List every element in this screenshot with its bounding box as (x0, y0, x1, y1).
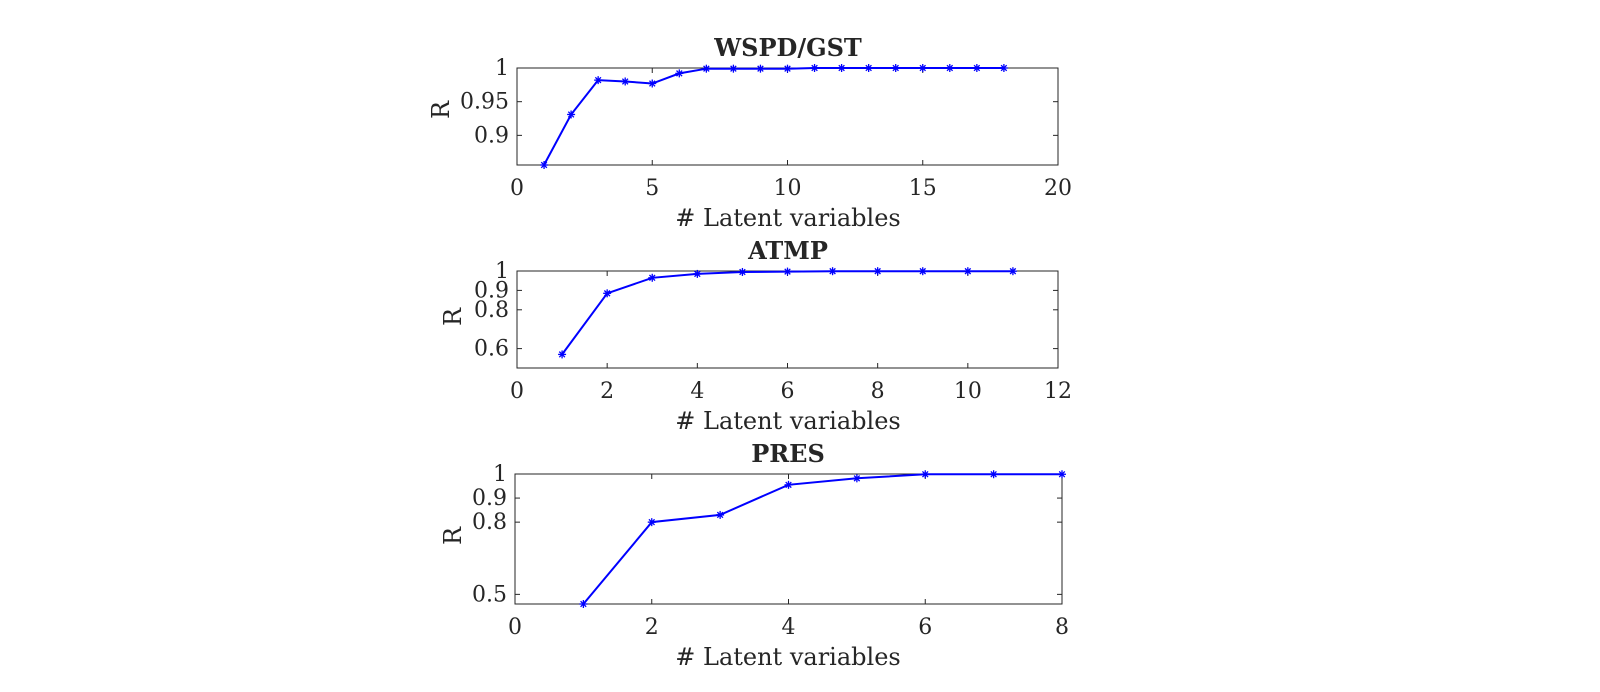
data-point (675, 69, 684, 78)
data-point (716, 510, 725, 519)
data-point (579, 600, 588, 608)
data-point (756, 64, 765, 73)
x-tick-label: 8 (1055, 615, 1069, 640)
data-point (972, 64, 981, 72)
data-point (999, 64, 1008, 72)
data-point (738, 267, 747, 276)
x-axis-label: # Latent variables (675, 204, 900, 232)
data-point (810, 64, 819, 72)
chart-panel-atmp: ATMP R # Latent variables 0 2 4 6 8 10 12 0.6 0.… (439, 236, 1072, 435)
data-point (945, 64, 954, 72)
x-axis-label: # Latent variables (675, 643, 900, 671)
series-line (582, 473, 1062, 605)
x-tick-label: 6 (781, 379, 795, 404)
y-tick-label: 0.8 (474, 298, 509, 323)
x-tick-label: 20 (1044, 176, 1072, 201)
y-tick-label: 0.9 (472, 486, 507, 511)
y-tick-label: 1 (495, 56, 509, 81)
data-point (621, 77, 630, 86)
y-tick-label: 0.9 (474, 123, 509, 148)
data-point (918, 267, 927, 276)
data-point (1008, 267, 1017, 276)
y-tick-label: 1 (495, 259, 509, 284)
x-tick-label: 5 (645, 176, 659, 201)
data-point (918, 64, 927, 72)
data-point (729, 64, 738, 73)
data-point (540, 161, 549, 169)
y-tick-label: 0.6 (474, 337, 509, 362)
data-point (567, 110, 576, 119)
data-point (873, 267, 882, 276)
x-tick-label: 15 (909, 176, 937, 201)
plot-area (514, 473, 1063, 605)
chart-panel-pres: PRES R # Latent variables 0 2 4 6 8 0.5 0.80.9… (439, 439, 1069, 671)
x-tick-label: 8 (871, 379, 885, 404)
data-point (603, 289, 612, 298)
x-tick-label: 2 (645, 615, 659, 640)
y-tick-label: 0.95 (460, 90, 509, 115)
data-point (784, 480, 793, 489)
x-tick-label: 6 (918, 615, 932, 640)
y-axis-label: R (439, 307, 467, 326)
y-tick-label: 0.9 (474, 278, 509, 303)
x-tick-label: 0 (510, 379, 524, 404)
x-tick-label: 2 (600, 379, 614, 404)
data-point (828, 267, 837, 276)
series-line (543, 67, 1004, 166)
data-point (963, 267, 972, 276)
x-tick-label: 0 (510, 176, 524, 201)
x-tick-label: 4 (782, 615, 796, 640)
chart-title: ATMP (747, 236, 828, 265)
data-point (891, 64, 900, 72)
plot-area (516, 270, 1059, 369)
data-point (1058, 470, 1066, 479)
data-point (594, 76, 603, 85)
data-point (783, 64, 792, 73)
series-line (561, 270, 1013, 355)
data-point (647, 518, 656, 527)
chart-title: WSPD/GST (713, 33, 862, 62)
data-point (693, 269, 702, 278)
data-point (837, 64, 846, 72)
data-point (864, 64, 873, 72)
data-point (921, 470, 930, 479)
y-tick-label: 0.8 (472, 510, 507, 535)
data-point (852, 474, 861, 483)
y-tick-label: 0.5 (472, 582, 507, 607)
chart-title: PRES (751, 439, 825, 468)
data-point (648, 273, 657, 282)
y-tick-label: 1 (493, 462, 507, 487)
x-tick-label: 12 (1044, 379, 1072, 404)
x-tick-label: 10 (774, 176, 802, 201)
x-tick-label: 0 (508, 615, 522, 640)
x-tick-label: 10 (954, 379, 982, 404)
data-point (783, 267, 792, 276)
data-point (702, 64, 711, 73)
data-point (558, 350, 567, 359)
data-point (989, 470, 998, 479)
x-tick-label: 4 (690, 379, 704, 404)
y-axis-label: R (439, 526, 467, 545)
data-point (648, 79, 657, 88)
chart-panel-wspd-gst: WSPD/GST R # Latent variables 0 5 10 15 20 0.… (427, 33, 1072, 232)
y-axis-label: R (427, 100, 455, 119)
x-axis-label: # Latent variables (675, 407, 900, 435)
